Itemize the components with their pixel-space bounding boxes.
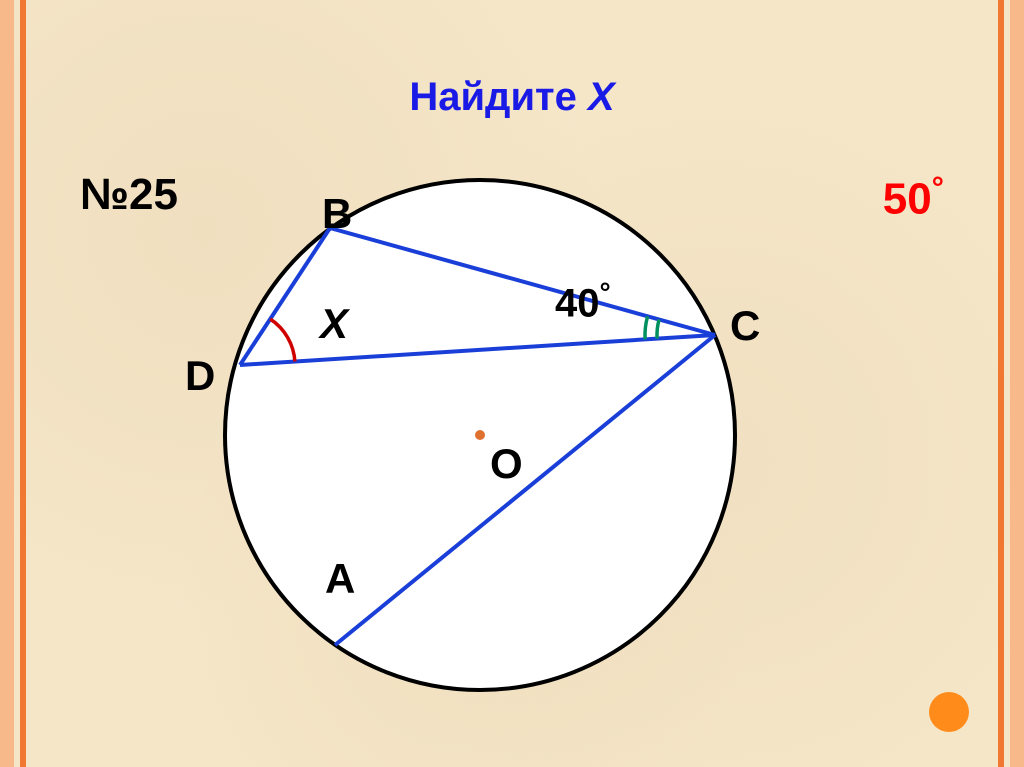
- label-x: Х: [320, 300, 348, 348]
- label-c: C: [730, 302, 760, 350]
- title-text: Найдите: [409, 75, 588, 119]
- answer: 50°: [883, 170, 944, 225]
- slide: Найдите Х №25 50° A B C D O 40° Х: [0, 0, 1024, 767]
- deco-dot: [929, 692, 969, 732]
- title-x: Х: [588, 75, 615, 119]
- label-angle-40: 40°: [555, 277, 611, 326]
- answer-value: 50: [883, 175, 932, 224]
- label-d: D: [185, 352, 215, 400]
- answer-deg: °: [932, 170, 944, 205]
- slide-title: Найдите Х: [0, 75, 1024, 120]
- center-dot: [475, 430, 485, 440]
- angle-40-deg: °: [600, 277, 611, 308]
- label-o: O: [490, 440, 523, 488]
- label-b: B: [322, 190, 352, 238]
- label-a: A: [325, 555, 355, 603]
- angle-40-value: 40: [555, 281, 600, 325]
- geometry-diagram: [140, 145, 840, 725]
